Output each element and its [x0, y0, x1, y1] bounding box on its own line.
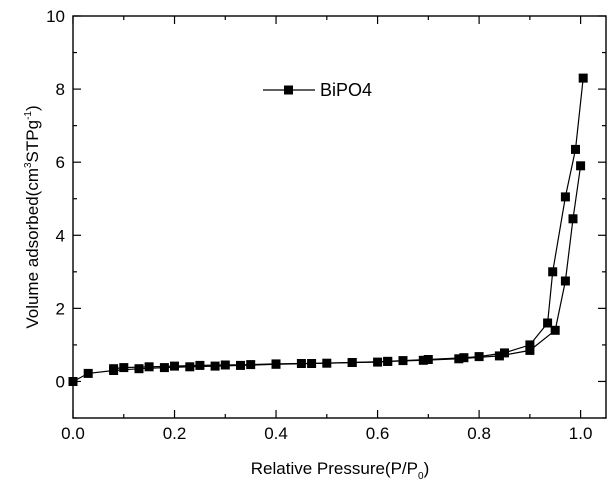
legend-label: BiPO4 — [320, 80, 372, 100]
y-tick-label: 6 — [56, 153, 65, 172]
adsorption-data-point — [185, 362, 195, 372]
desorption-data-point — [578, 73, 588, 83]
x-tick-label: 0.6 — [366, 424, 390, 443]
desorption-data-point — [500, 348, 509, 358]
plot-frame — [72, 15, 607, 419]
desorption-data-point — [195, 360, 205, 370]
y-tick-label: 8 — [56, 80, 65, 99]
desorption-data-point — [543, 318, 553, 328]
adsorption-data-point — [307, 359, 317, 368]
series-markers — [68, 73, 588, 386]
desorption-data-point — [144, 362, 154, 372]
adsorption-data-point — [560, 276, 570, 286]
adsorption-data-point — [83, 368, 93, 378]
y-tick-labels: 0 2 4 6 8 10 — [46, 7, 65, 391]
desorption-data-point — [459, 353, 469, 363]
x-axis-title-subscript: 0 — [418, 471, 424, 482]
desorption-data-point — [119, 363, 129, 373]
y-axis-title: Volume adsorbed(cm3STPg-1) — [23, 105, 42, 328]
desorption-data-point — [571, 144, 580, 154]
x-axis-title: Relative Pressure(P/P0) — [251, 459, 429, 482]
desorption-data-point — [560, 192, 570, 202]
desorption-data-point — [525, 340, 535, 350]
desorption-data-point — [271, 359, 281, 369]
x-tick-label: 0.2 — [163, 424, 187, 443]
y-tick-label: 0 — [56, 372, 65, 391]
y-tick-label: 10 — [46, 7, 65, 26]
adsorption-data-point — [576, 161, 586, 171]
desorption-data-point — [474, 352, 484, 362]
adsorption-data-point — [236, 360, 245, 370]
x-tick-label: 0.4 — [264, 424, 288, 443]
y-tick-label: 2 — [56, 299, 65, 318]
desorption-data-point — [347, 358, 357, 367]
desorption-data-point — [246, 360, 256, 370]
y-tick-label: 4 — [56, 226, 65, 245]
adsorption-data-point — [68, 377, 78, 386]
desorption-data-point — [296, 359, 306, 368]
adsorption-data-point — [210, 361, 220, 371]
series-lines — [72, 78, 584, 383]
adsorption-data-point — [568, 214, 578, 224]
desorption-data-point — [109, 364, 119, 374]
adsorption-data-point — [494, 351, 504, 361]
x-tick-label: 0.0 — [61, 424, 85, 443]
adsorption-data-point — [550, 325, 560, 335]
desorption-data-point — [398, 356, 408, 366]
legend: BiPO4 — [263, 80, 372, 100]
adsorption-data-point — [418, 355, 428, 365]
desorption-data-point — [548, 267, 558, 277]
desorption-data-point — [373, 357, 383, 367]
adsorption-data-point — [454, 354, 464, 364]
x-tick-label: 0.8 — [467, 424, 491, 443]
adsorption-data-point — [134, 364, 144, 374]
legend-marker — [284, 85, 293, 95]
desorption-data-point — [322, 358, 332, 368]
x-tick-labels: 0.0 0.2 0.4 0.6 0.8 1.0 — [61, 424, 592, 443]
desorption-data-point — [170, 361, 179, 371]
desorption-branch-line — [113, 78, 584, 370]
desorption-data-point — [423, 355, 433, 364]
desorption-data-point — [220, 360, 230, 370]
x-tick-label: 1.0 — [569, 424, 593, 443]
adsorption-data-point — [525, 345, 535, 355]
adsorption-data-point — [159, 363, 169, 373]
axis-ticks — [72, 15, 606, 419]
desorption-data-point — [383, 356, 393, 366]
